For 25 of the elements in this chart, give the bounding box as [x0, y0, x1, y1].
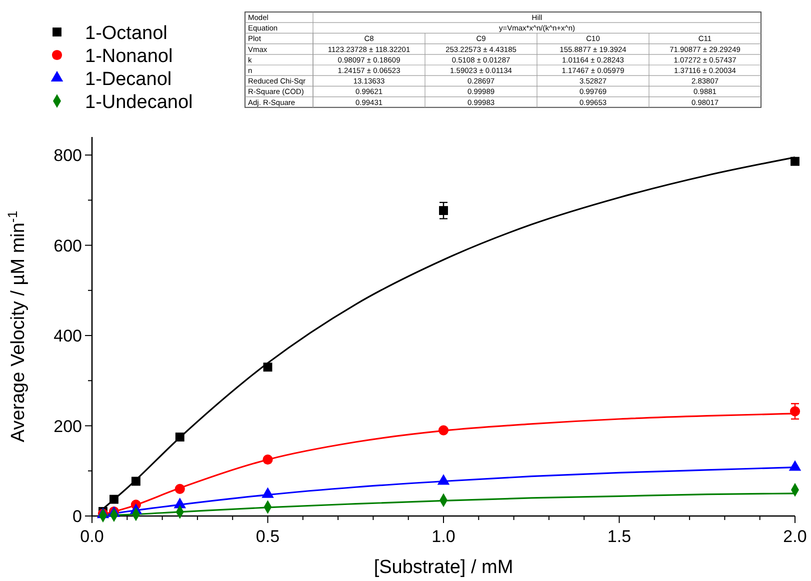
x-tick-label: 0.0: [80, 527, 104, 546]
x-tick-label: 2.0: [783, 527, 807, 546]
y-tick-label: 600: [54, 236, 82, 256]
point: [438, 425, 449, 436]
legend-label: 1-Octanol: [85, 23, 168, 44]
x-tick-label: 1.5: [607, 527, 632, 546]
y-tick-label: 0: [72, 507, 82, 526]
point: [790, 406, 800, 416]
legend-label: 1-Nonanol: [85, 46, 173, 67]
point: [131, 476, 140, 486]
x-axis-title: [Substrate] / mM: [374, 557, 514, 578]
point: [174, 484, 185, 494]
point: [175, 432, 184, 442]
point: [262, 454, 273, 465]
point: [263, 362, 272, 372]
legend-label: 1-Undecanol: [85, 92, 193, 113]
point: [109, 494, 118, 504]
point: [790, 156, 800, 166]
y-tick-label: 800: [54, 146, 82, 166]
point: [439, 206, 448, 216]
y-tick-label: 200: [54, 416, 82, 436]
x-tick-label: 0.5: [256, 527, 280, 546]
x-tick-label: 1.0: [432, 527, 456, 546]
legend-label: 1-Decanol: [85, 69, 172, 90]
y-tick-label: 400: [54, 326, 82, 346]
